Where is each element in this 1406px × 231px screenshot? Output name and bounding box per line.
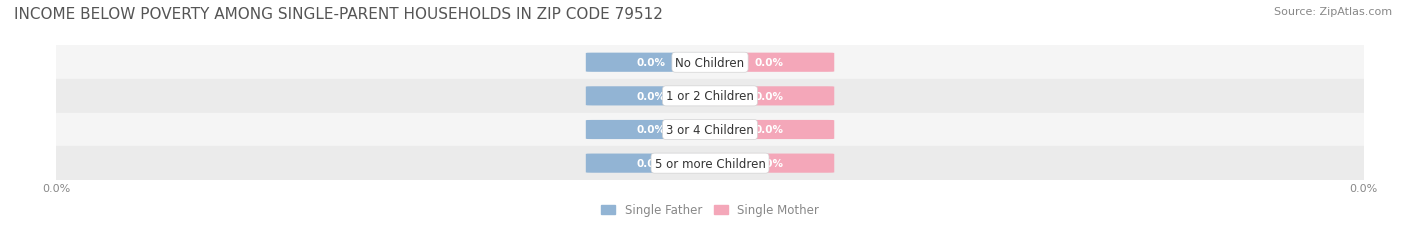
- FancyBboxPatch shape: [586, 120, 717, 140]
- Text: 0.0%: 0.0%: [755, 125, 783, 135]
- Text: 1 or 2 Children: 1 or 2 Children: [666, 90, 754, 103]
- Text: 0.0%: 0.0%: [755, 91, 783, 101]
- Bar: [56, 46, 1364, 80]
- Text: INCOME BELOW POVERTY AMONG SINGLE-PARENT HOUSEHOLDS IN ZIP CODE 79512: INCOME BELOW POVERTY AMONG SINGLE-PARENT…: [14, 7, 664, 22]
- Text: 5 or more Children: 5 or more Children: [655, 157, 765, 170]
- FancyBboxPatch shape: [703, 53, 834, 73]
- FancyBboxPatch shape: [586, 87, 717, 106]
- FancyBboxPatch shape: [586, 154, 717, 173]
- FancyBboxPatch shape: [703, 154, 834, 173]
- Text: 0.0%: 0.0%: [755, 158, 783, 168]
- Bar: [56, 147, 1364, 180]
- Text: 0.0%: 0.0%: [637, 91, 665, 101]
- Bar: [56, 80, 1364, 113]
- Text: Source: ZipAtlas.com: Source: ZipAtlas.com: [1274, 7, 1392, 17]
- Text: 0.0%: 0.0%: [755, 58, 783, 68]
- Text: 0.0%: 0.0%: [637, 58, 665, 68]
- Legend: Single Father, Single Mother: Single Father, Single Mother: [596, 199, 824, 221]
- Text: 0.0%: 0.0%: [637, 125, 665, 135]
- Bar: [56, 113, 1364, 147]
- Text: 0.0%: 0.0%: [637, 158, 665, 168]
- Text: 3 or 4 Children: 3 or 4 Children: [666, 123, 754, 137]
- FancyBboxPatch shape: [586, 53, 717, 73]
- FancyBboxPatch shape: [703, 87, 834, 106]
- Text: No Children: No Children: [675, 56, 745, 70]
- FancyBboxPatch shape: [703, 120, 834, 140]
